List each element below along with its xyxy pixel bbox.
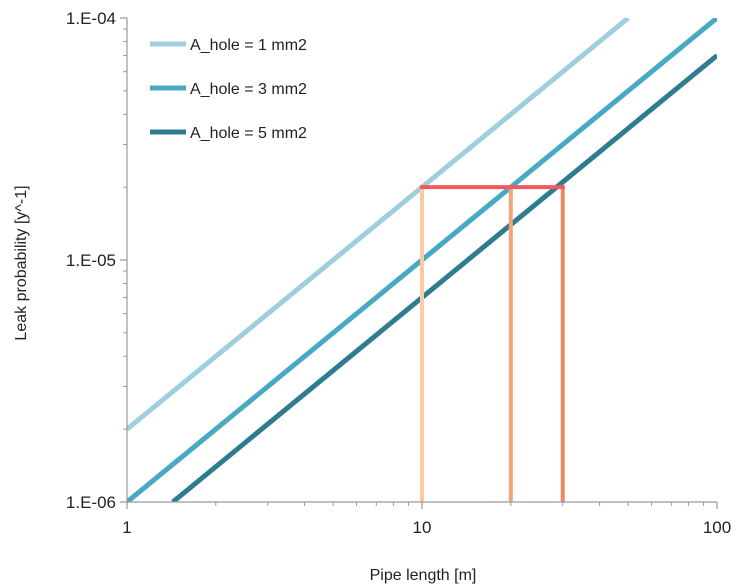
x-tick-label: 10 — [413, 518, 432, 537]
series-line-a-hole-1-mm2 — [127, 18, 630, 432]
x-tick-label: 1 — [122, 518, 131, 537]
y-tick-label: 1.E-05 — [66, 251, 116, 270]
x-tick-label: 100 — [703, 518, 731, 537]
series-line-a-hole-5-mm2 — [171, 53, 717, 502]
legend: A_hole = 1 mm2 A_hole = 3 mm2 A_hole = 5 m… — [150, 37, 307, 142]
y-tick-label: 1.E-04 — [66, 9, 116, 28]
tick-labels: 1.E-06 1.E-05 1.E-04 1 10 100 — [66, 9, 731, 537]
annotation-lines — [420, 185, 565, 502]
legend-label-a-hole-1-mm2: A_hole = 1 mm2 — [190, 37, 307, 54]
axes — [120, 17, 718, 509]
y-axis-title: Leak probability [y^-1] — [13, 185, 30, 340]
x-axis-title: Pipe length [m] — [370, 567, 477, 584]
legend-label-a-hole-5-mm2: A_hole = 5 mm2 — [190, 125, 307, 142]
y-tick-label: 1.E-06 — [66, 493, 116, 512]
legend-label-a-hole-3-mm2: A_hole = 3 mm2 — [190, 81, 307, 98]
